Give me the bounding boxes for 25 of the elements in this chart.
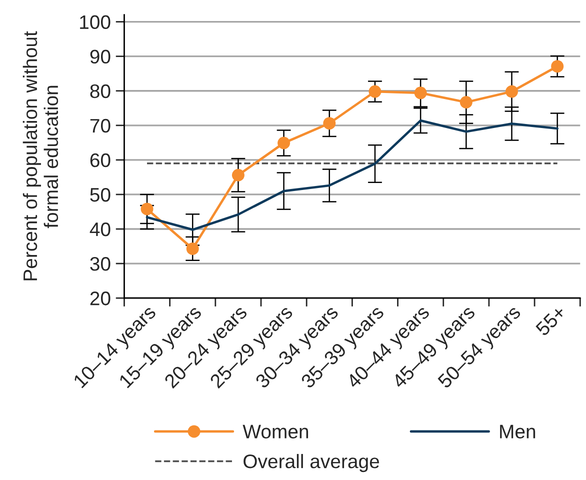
- point: [232, 168, 244, 182]
- point: [140, 202, 154, 216]
- point: [186, 242, 199, 255]
- y-tick-label: 100: [80, 15, 110, 30]
- y-axis-title: Percent of population without formal education: [22, 31, 58, 280]
- legend-label: Women: [242, 424, 308, 438]
- y-tick-label: 90: [90, 50, 110, 64]
- legend-label: Men: [500, 424, 536, 438]
- point: [368, 85, 382, 98]
- point: [506, 85, 518, 98]
- point: [323, 117, 336, 130]
- legend-label: Overall average: [244, 454, 380, 472]
- point: [278, 136, 290, 150]
- y-tick-label: 80: [90, 84, 110, 98]
- x-tick-label: 55+: [535, 304, 567, 337]
- y-tick-label: 40: [90, 222, 110, 236]
- y-tick-label: 70: [90, 118, 110, 133]
- y-tick-label: 30: [90, 257, 110, 271]
- line-series: [146, 119, 559, 231]
- point: [551, 60, 564, 73]
- point: [414, 86, 427, 100]
- y-tick-label: 20: [90, 292, 110, 306]
- y-tick-label: 60: [90, 153, 110, 168]
- point: [460, 96, 472, 109]
- y-tick-label: 50: [90, 188, 110, 202]
